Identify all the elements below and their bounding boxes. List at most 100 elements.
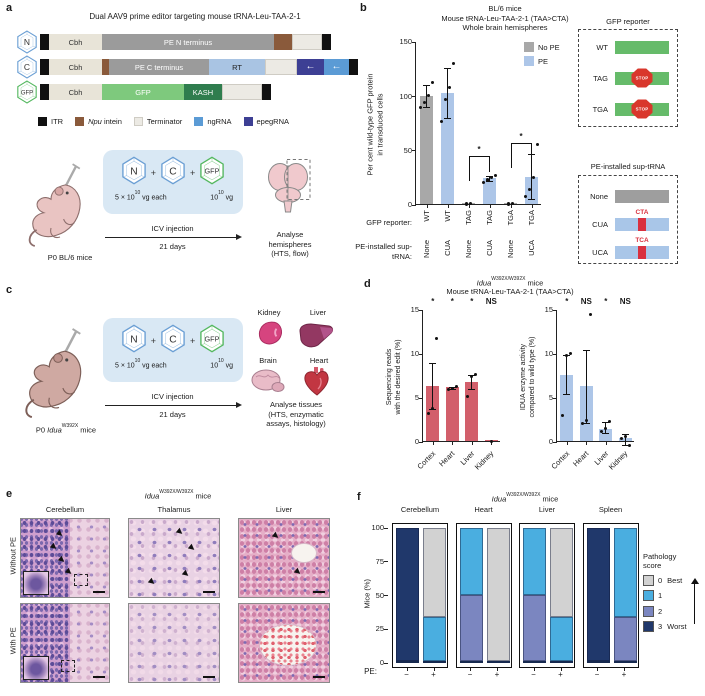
- dose-row: 5 × 1010 vg each 1010 vg: [103, 190, 243, 202]
- svg-text:GFP: GFP: [21, 90, 33, 96]
- x-tick-label: TGA: [505, 210, 515, 226]
- stacked-segment-score-2: [459, 594, 483, 661]
- schematic-bl6: N + C + GFP 5 × 1010 vg each 1010 vg ICV inj…: [0, 140, 360, 280]
- construct-segment-npu-intein: [274, 34, 292, 50]
- construct-segment-npu-intein: [102, 59, 109, 75]
- panel-d-left-chart: 0 5 10 15 * * * NS Cortex Heart Liver Kidney: [411, 297, 522, 485]
- legend-item: No PE: [524, 42, 560, 52]
- organ-label-kidney: Kidney: [257, 308, 281, 317]
- plus-sign: +: [150, 168, 156, 178]
- bar: [560, 375, 574, 441]
- stacked-segment-score-0: [486, 528, 510, 661]
- magnified-region-outline: [74, 574, 88, 586]
- svg-text:N: N: [130, 334, 137, 345]
- group-box: [392, 523, 448, 668]
- y-tick-mark: [419, 309, 423, 311]
- sup-trna-bar: CTA: [615, 209, 669, 231]
- error-bar: [426, 85, 427, 109]
- data-point: [431, 406, 435, 411]
- legend-swatch: [643, 590, 654, 601]
- brain-icon: [250, 368, 286, 399]
- legend-swatch: [133, 117, 143, 126]
- mouse-illustration: [24, 162, 96, 250]
- svg-text:N: N: [130, 166, 137, 177]
- stacked-segment-score-3: [396, 528, 419, 661]
- svg-text:C: C: [24, 62, 30, 72]
- construct-segment-terminator: [222, 84, 262, 100]
- data-point: [474, 372, 478, 376]
- error-bar-cap: [429, 362, 437, 364]
- construct-segment-itr: [40, 59, 49, 75]
- reporter-label: TGA: [592, 104, 608, 114]
- icv-injection-label: ICV injection: [151, 392, 194, 401]
- error-bar-cap: [621, 445, 629, 447]
- aav-capsid-icon: GFP: [17, 80, 37, 104]
- y-tick-mark: [419, 353, 423, 355]
- column-header-liver: Liver: [275, 505, 293, 514]
- dose-nc: 5 × 1010 vg each: [115, 357, 167, 370]
- data-point: [588, 312, 592, 316]
- error-bar: [447, 68, 448, 120]
- error-bar-cap: [423, 107, 430, 109]
- legend-label: No PE: [538, 42, 560, 52]
- organ-label-liver: Liver: [309, 308, 327, 317]
- error-bar: [566, 354, 568, 396]
- blood-vessel: [291, 543, 317, 563]
- data-point: [584, 419, 588, 423]
- legend-score: 0: [658, 575, 663, 585]
- scale-bar: [93, 590, 105, 593]
- x-tick-mark: [468, 205, 470, 208]
- x-tick-mark: [625, 442, 627, 445]
- svg-text:N: N: [24, 37, 30, 47]
- bar: [441, 93, 454, 204]
- scale-bar: [93, 675, 105, 678]
- legend-swatch: [38, 117, 47, 126]
- row-label-without-pe: Without PE: [8, 537, 18, 575]
- data-point: [506, 202, 511, 206]
- legend-label: ngRNA: [207, 117, 232, 126]
- data-point: [464, 202, 469, 206]
- pe-sign: −: [531, 670, 536, 679]
- codon-label: CTA: [635, 208, 649, 216]
- aav-capsid-icon: C: [161, 156, 185, 185]
- data-point: [565, 354, 569, 358]
- data-point: [427, 412, 431, 416]
- y-tick-label: 15: [544, 305, 553, 315]
- group-header-heart: Heart: [474, 505, 493, 514]
- legend-swatch: [194, 117, 204, 126]
- legend-item: 2: [643, 605, 705, 617]
- legend-swatch: [643, 574, 654, 586]
- panel-d-right-chart: 0 5 10 15 * NS * NS Cortex Heart Liver Kidney: [545, 297, 656, 485]
- construct-segment-rt: RT: [209, 59, 265, 75]
- codon-segment: [638, 245, 646, 259]
- liver-icon: [298, 322, 336, 353]
- sup-trna-row: CUA CTA: [585, 209, 669, 231]
- y-tick-label: 5: [548, 393, 553, 403]
- y-tick-mark: [412, 150, 416, 152]
- inset-magnified-cell: [23, 571, 49, 595]
- legend-item: ngRNA: [194, 117, 232, 126]
- construct-segment-promoter: Cbh: [49, 34, 102, 50]
- codon-segment: [638, 217, 646, 231]
- svg-text:C: C: [169, 166, 176, 177]
- significance-label: NS: [619, 297, 631, 306]
- sup-trna-row: None: [585, 189, 669, 203]
- construct-segment-ngrna: ←: [324, 59, 349, 75]
- aav-capsid-icon: GFP: [200, 156, 225, 185]
- data-point: [443, 97, 448, 102]
- x-tick-label: None: [505, 240, 515, 258]
- data-point: [580, 421, 584, 426]
- codon-label: TCA: [635, 236, 649, 244]
- stacked-bar: [613, 528, 637, 663]
- error-bar-cap: [528, 153, 535, 155]
- reporter-bar: [615, 40, 669, 54]
- x-tick-mark: [560, 668, 562, 671]
- error-bar-cap: [621, 434, 629, 436]
- bar: [504, 202, 517, 204]
- y-tick-mark: [384, 561, 388, 563]
- stacked-segment-score-1: [459, 528, 483, 595]
- data-point: [447, 86, 452, 90]
- panel-letter-b: b: [360, 2, 367, 14]
- aav-capsid-icon: N: [121, 156, 146, 185]
- sup-trna-box-title: PE-installed sup-tRNA: [590, 162, 666, 171]
